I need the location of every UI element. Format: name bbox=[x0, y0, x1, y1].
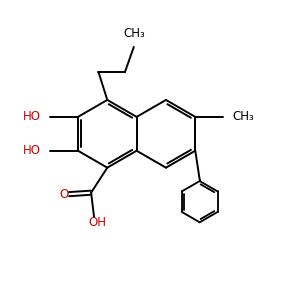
Text: O: O bbox=[59, 188, 68, 201]
Text: CH₃: CH₃ bbox=[123, 27, 145, 40]
Text: CH₃: CH₃ bbox=[233, 110, 254, 123]
Text: HO: HO bbox=[23, 144, 41, 157]
Text: OH: OH bbox=[88, 216, 106, 229]
Text: HO: HO bbox=[23, 110, 41, 123]
